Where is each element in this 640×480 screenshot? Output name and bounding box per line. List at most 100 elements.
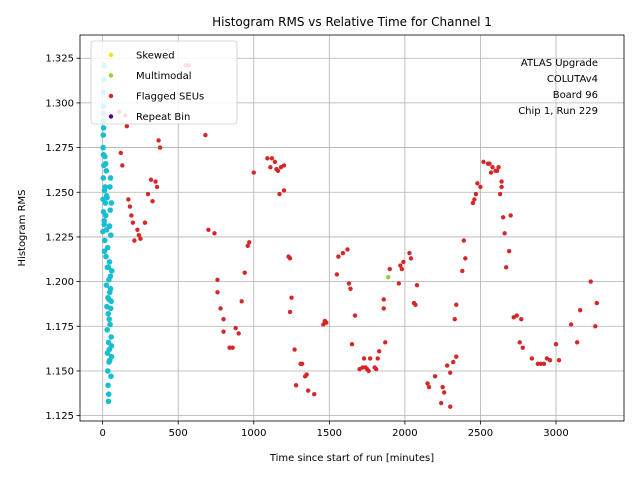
data-point xyxy=(101,218,107,224)
data-point xyxy=(349,341,355,347)
data-point xyxy=(399,266,405,272)
legend-label: Flagged SEUs xyxy=(136,92,204,103)
legend-marker xyxy=(108,52,114,58)
data-point xyxy=(577,308,583,313)
data-point xyxy=(129,213,134,218)
data-point xyxy=(100,144,106,151)
data-point xyxy=(497,191,503,197)
data-point xyxy=(334,272,340,277)
data-point xyxy=(108,334,114,340)
data-point xyxy=(106,259,113,265)
data-point xyxy=(148,177,154,182)
data-point xyxy=(227,345,232,350)
data-point xyxy=(336,254,341,259)
data-point xyxy=(101,237,108,244)
data-point xyxy=(289,295,294,300)
data-point xyxy=(230,345,235,350)
chart-title: Histogram RMS vs Relative Time for Chann… xyxy=(212,15,492,29)
data-point xyxy=(127,204,133,209)
data-point xyxy=(247,240,252,245)
data-point xyxy=(506,249,512,254)
annotation-line: ATLAS Upgrade xyxy=(521,58,598,69)
data-point xyxy=(102,153,108,160)
legend-marker xyxy=(108,114,114,119)
data-point xyxy=(108,298,114,305)
data-point xyxy=(574,340,580,345)
data-point xyxy=(556,358,562,363)
data-point xyxy=(494,168,500,174)
data-point xyxy=(381,306,386,311)
data-point xyxy=(287,309,293,315)
data-point xyxy=(475,181,480,186)
data-point xyxy=(102,184,108,190)
data-point xyxy=(292,347,297,352)
data-point xyxy=(547,358,553,363)
data-point xyxy=(426,384,432,390)
data-point xyxy=(432,374,438,379)
data-point xyxy=(304,372,309,377)
y-tick-label: 1.250 xyxy=(45,188,74,199)
data-point xyxy=(107,321,113,328)
data-point xyxy=(269,156,275,161)
y-axis-ticks: 1.125 1.150 1.175 1.200 1.225 1.250 1.275 1.300… xyxy=(45,54,80,422)
data-point xyxy=(153,179,158,184)
data-point xyxy=(345,247,350,252)
data-point xyxy=(100,132,107,138)
data-point xyxy=(132,238,137,243)
data-point xyxy=(221,316,226,322)
legend-box xyxy=(90,40,238,125)
data-point xyxy=(460,268,465,274)
data-point xyxy=(383,340,388,345)
data-point xyxy=(348,286,353,291)
data-point xyxy=(120,163,125,168)
y-tick-label: 1.125 xyxy=(45,411,74,422)
data-point xyxy=(135,227,140,232)
data-point xyxy=(478,184,483,190)
data-point xyxy=(103,193,110,199)
data-point xyxy=(265,156,270,161)
data-point xyxy=(499,179,504,184)
data-point xyxy=(242,270,247,275)
data-point xyxy=(107,184,113,190)
data-point xyxy=(106,316,112,322)
data-point xyxy=(136,232,142,238)
data-point xyxy=(145,191,151,197)
data-point xyxy=(108,373,114,380)
data-point xyxy=(401,259,406,265)
data-point xyxy=(340,250,346,256)
data-point xyxy=(514,313,519,318)
data-point xyxy=(103,282,110,288)
data-point xyxy=(215,277,220,283)
data-point xyxy=(138,236,143,241)
annotation-line: Chip 1, Run 229 xyxy=(518,106,598,117)
data-point xyxy=(156,138,161,143)
data-point xyxy=(441,390,447,395)
data-point xyxy=(118,150,124,156)
data-point xyxy=(473,191,479,197)
legend-label: Skewed xyxy=(136,51,175,62)
data-point xyxy=(236,331,241,336)
data-point xyxy=(126,197,131,202)
data-point xyxy=(381,297,386,302)
x-tick-label: 1000 xyxy=(241,428,266,439)
data-point xyxy=(538,361,544,367)
data-point xyxy=(448,370,453,375)
data-point xyxy=(541,361,547,367)
data-point xyxy=(281,188,287,193)
data-point xyxy=(519,316,524,322)
annotation-line: COLUTAv4 xyxy=(547,74,598,85)
data-point xyxy=(104,244,111,251)
data-point xyxy=(108,268,115,274)
data-point xyxy=(529,356,535,361)
data-point xyxy=(490,165,495,170)
data-point xyxy=(472,197,477,202)
data-point xyxy=(107,273,114,280)
data-point xyxy=(105,264,112,271)
data-point xyxy=(277,191,282,197)
y-tick-label: 1.225 xyxy=(45,232,74,243)
data-point xyxy=(445,363,450,368)
data-point xyxy=(413,302,418,308)
data-point xyxy=(452,316,457,322)
data-point xyxy=(104,327,110,333)
data-point xyxy=(517,340,522,345)
